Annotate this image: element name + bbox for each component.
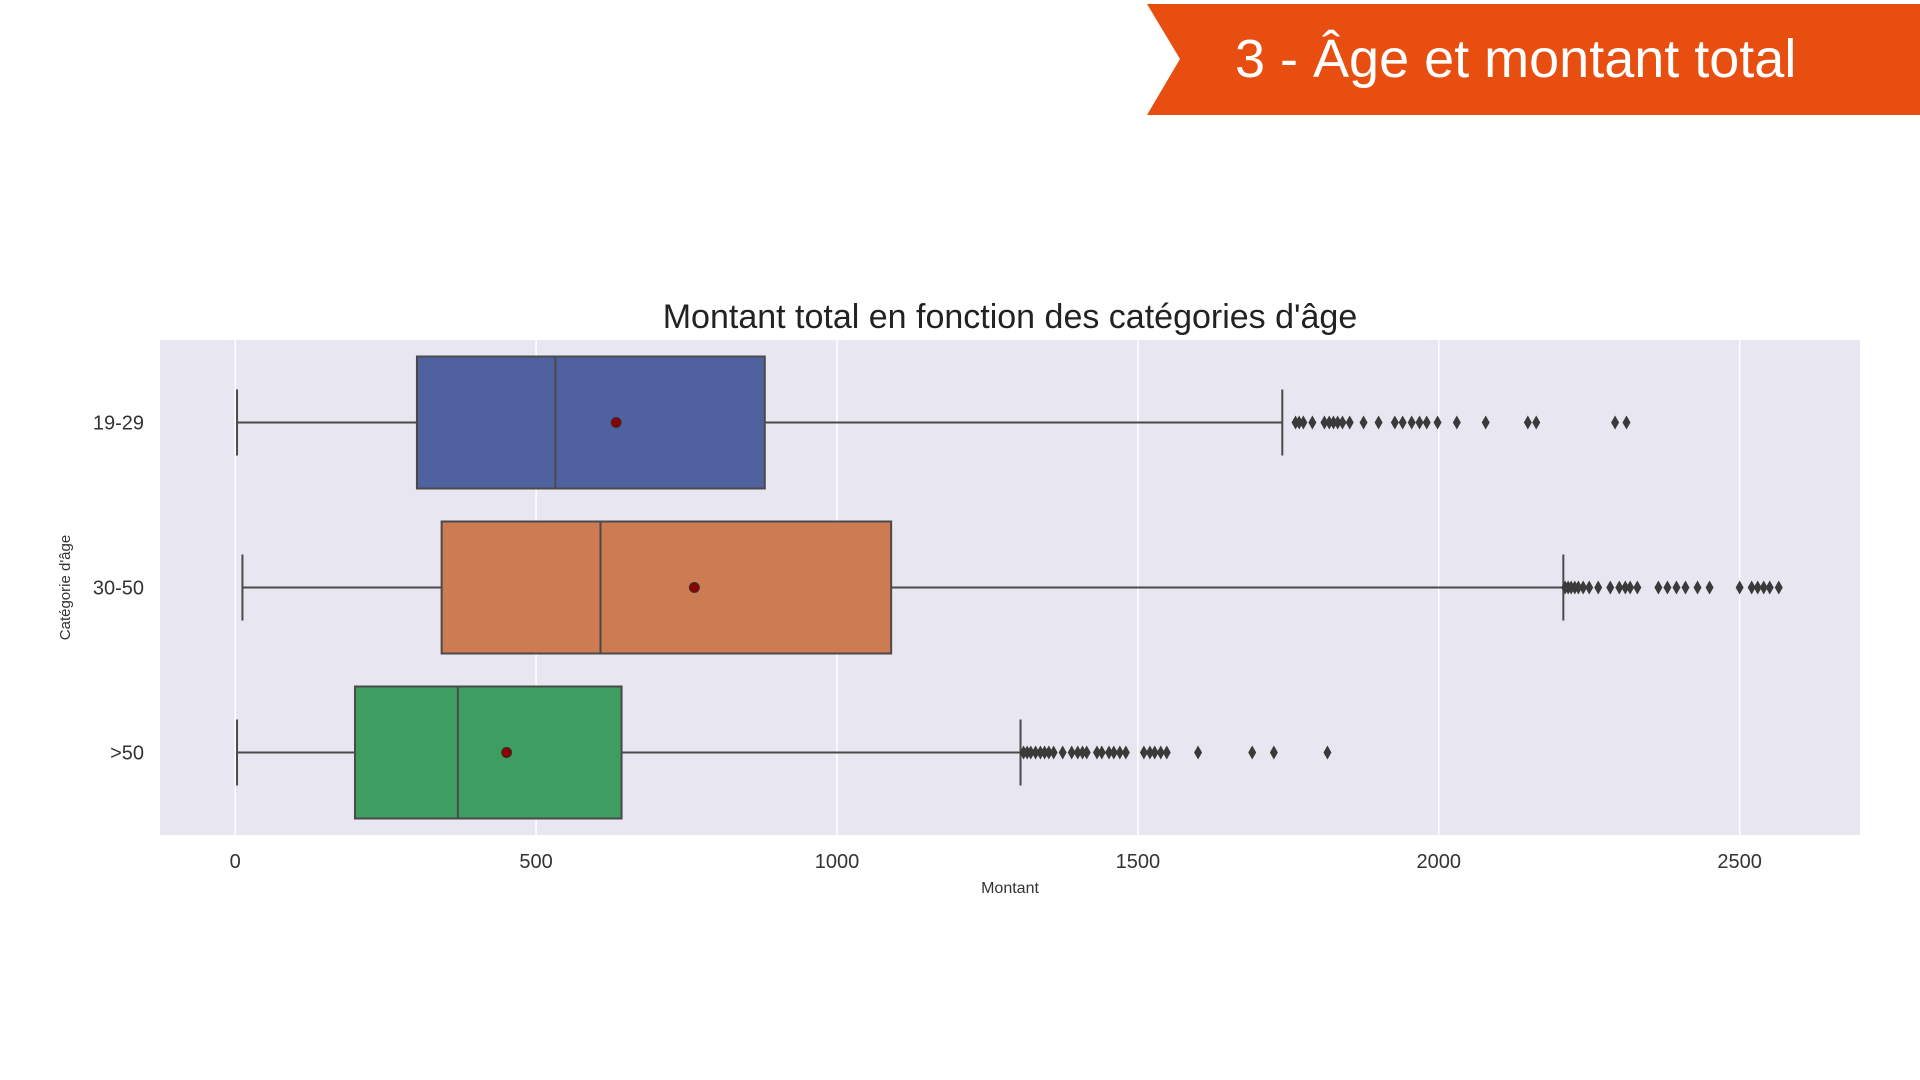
y-tick-label: 30-50 <box>93 578 144 600</box>
outlier-point <box>1633 580 1642 595</box>
outlier-point <box>1626 580 1635 595</box>
iqr-box <box>440 520 893 655</box>
outlier-point <box>1073 745 1082 760</box>
outlier-point <box>1194 745 1203 760</box>
x-tick-label: 2500 <box>1717 851 1762 873</box>
outlier-point <box>1765 580 1774 595</box>
outlier-point <box>1109 745 1118 760</box>
outlier-point <box>1615 580 1624 595</box>
outlier-point <box>1422 415 1431 430</box>
outlier-point <box>1115 745 1124 760</box>
outlier-point <box>1156 745 1165 760</box>
outlier-point <box>1145 745 1154 760</box>
outlier-point <box>1693 580 1702 595</box>
x-tick-label: 0 <box>230 851 241 873</box>
y-tick-label: 19-29 <box>93 413 144 435</box>
outlier-point <box>1532 415 1541 430</box>
outlier-point <box>1407 415 1416 430</box>
outlier-point <box>1759 580 1768 595</box>
mean-marker <box>688 582 700 593</box>
outlier-point <box>1594 580 1603 595</box>
outlier-point <box>1299 415 1308 430</box>
outlier-point <box>1654 580 1663 595</box>
y-tick-label: >50 <box>110 743 144 765</box>
outlier-point <box>1611 415 1620 430</box>
x-tick-label: 2000 <box>1417 851 1462 873</box>
outlier-point <box>1452 415 1461 430</box>
outlier-point <box>1622 415 1631 430</box>
outlier-point <box>1308 415 1317 430</box>
banner-shape <box>1147 4 1920 115</box>
outlier-point <box>1705 580 1714 595</box>
outlier-point <box>1320 415 1329 430</box>
outlier-point <box>1325 415 1334 430</box>
outlier-point <box>1040 745 1049 760</box>
outlier-point <box>1345 415 1354 430</box>
outlier-point <box>1248 745 1257 760</box>
outlier-point <box>1162 745 1171 760</box>
outlier-point <box>1092 745 1101 760</box>
chart-title: Montant total en fonction des catégories… <box>663 298 1358 336</box>
outlier-point <box>1049 745 1058 760</box>
outlier-point <box>1333 415 1342 430</box>
mean-marker <box>501 747 513 758</box>
outlier-point <box>1681 580 1690 595</box>
x-tick-label: 500 <box>519 851 552 873</box>
outlier-point <box>1579 580 1588 595</box>
chart-svg: 0 500 1000 1500 2000 2500 Montant total en fon… <box>57 298 1860 897</box>
outlier-point <box>1415 415 1424 430</box>
iqr-box <box>415 355 766 490</box>
outlier-point <box>1574 580 1583 595</box>
x-tick-label: 1500 <box>1116 851 1161 873</box>
outlier-point <box>1121 745 1130 760</box>
section-banner: 3 - Âge et montant total <box>1147 4 1920 115</box>
outlier-point <box>1329 415 1338 430</box>
outlier-point <box>1585 580 1594 595</box>
outlier-point <box>1295 415 1304 430</box>
outlier-point <box>1323 745 1332 760</box>
outlier-point <box>1150 745 1159 760</box>
outlier-point <box>1606 580 1615 595</box>
outlier-point <box>1104 745 1113 760</box>
outlier-point <box>1398 415 1407 430</box>
outlier-point <box>1338 415 1347 430</box>
outlier-point <box>1481 415 1490 430</box>
outlier-point <box>1139 745 1148 760</box>
x-axis-label: Montant <box>981 880 1039 897</box>
outlier-point <box>1067 745 1076 760</box>
mean-marker <box>610 417 622 428</box>
outlier-point <box>1523 415 1532 430</box>
outlier-point <box>1753 580 1762 595</box>
outlier-point <box>1359 415 1368 430</box>
iqr-box <box>353 685 623 820</box>
outlier-point <box>1269 745 1278 760</box>
y-axis-label: Catégorie d'âge <box>57 535 74 640</box>
outlier-point <box>1663 580 1672 595</box>
outlier-point <box>1735 580 1744 595</box>
outlier-point <box>1026 745 1035 760</box>
x-tick-label: 1000 <box>815 851 860 873</box>
outlier-point <box>1036 745 1045 760</box>
outlier-point <box>1082 745 1091 760</box>
outlier-point <box>1390 415 1399 430</box>
outlier-point <box>1078 745 1087 760</box>
outlier-point <box>1097 745 1106 760</box>
outlier-point <box>1374 415 1383 430</box>
outlier-point <box>1747 580 1756 595</box>
outlier-point <box>1031 745 1040 760</box>
outlier-point <box>1672 580 1681 595</box>
outlier-point <box>1044 745 1053 760</box>
outlier-point <box>1058 745 1067 760</box>
banner-title: 3 - Âge et montant total <box>1235 29 1797 89</box>
boxplot-chart: 0 500 1000 1500 2000 2500 Montant total en fon… <box>0 285 1920 905</box>
outlier-point <box>1621 580 1630 595</box>
outlier-point <box>1774 580 1783 595</box>
outlier-point <box>1433 415 1442 430</box>
